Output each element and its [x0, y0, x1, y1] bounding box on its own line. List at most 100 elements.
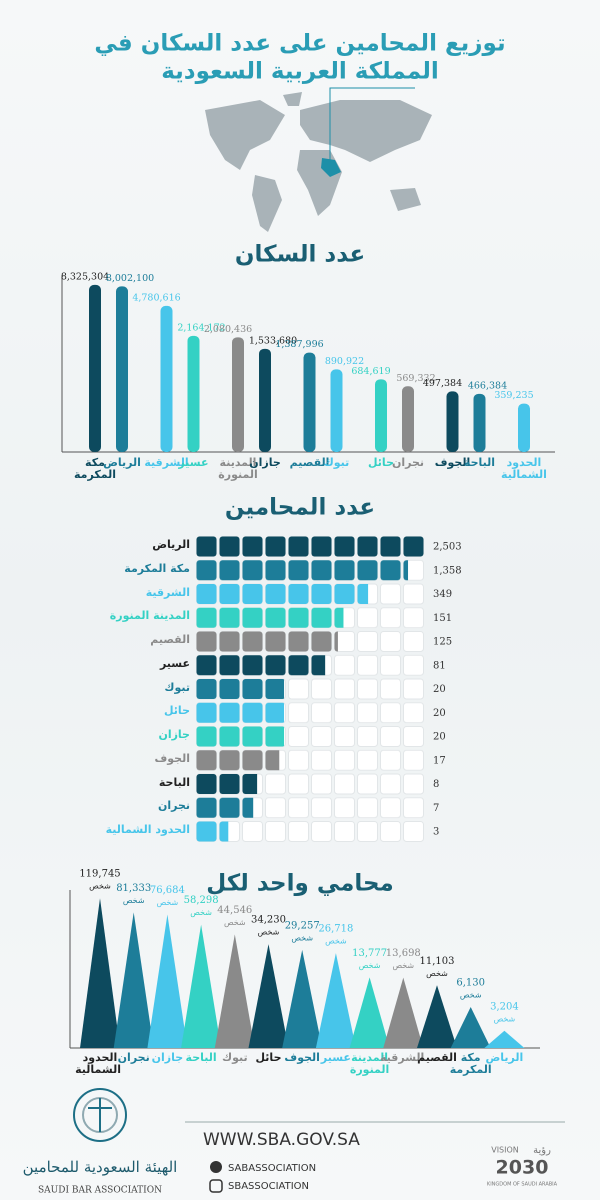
value-label: 1,533,680 [249, 335, 297, 346]
vision-arabic: رؤية [533, 1145, 551, 1156]
instagram-handle[interactable]: SBASSOCIATION [228, 1181, 309, 1192]
chart-title: عدد السكان [235, 242, 365, 268]
value-label: 497,384 [423, 378, 462, 389]
x-tick-label: الرياض [103, 456, 141, 469]
unit-label: شخص [325, 937, 347, 946]
x-tick-label: نجران [117, 1051, 150, 1064]
icon-track [196, 797, 426, 819]
unit-label: شخص [123, 896, 145, 905]
triangle [315, 953, 356, 1048]
triangle [181, 924, 222, 1048]
value-label: 2,503 [433, 542, 462, 553]
value-label: 29,257 [285, 920, 320, 931]
value-label: 349 [433, 589, 452, 600]
value-label: 684,619 [351, 366, 390, 377]
triangle [147, 914, 188, 1048]
unit-label: شخص [460, 991, 482, 1000]
value-label: 44,546 [217, 905, 252, 916]
x-tick-label: المدينة المنورة [218, 456, 258, 482]
value-label: 890,922 [325, 356, 364, 367]
triangle [248, 944, 289, 1048]
value-label: 58,298 [184, 895, 219, 906]
unit-label: شخص [494, 1014, 516, 1023]
unit-label: شخص [291, 933, 313, 942]
x-tick-label: عسير [178, 456, 209, 469]
value-label: 20 [433, 684, 446, 695]
unit-label: شخص [190, 908, 212, 917]
x-tick-label: الجوف [284, 1051, 320, 1064]
x-tick-label: عسير [320, 1051, 351, 1064]
value-label: 76,684 [150, 885, 185, 896]
x-tick-label: تبوك [323, 456, 350, 469]
value-label: 13,777 [352, 948, 387, 959]
bar [187, 335, 200, 452]
value-label: 11,103 [420, 956, 455, 967]
x-tick-label: نجران [391, 456, 425, 469]
y-tick-label: حائل [163, 704, 190, 718]
value-label: 81 [433, 660, 446, 671]
value-label: 569,332 [396, 373, 435, 384]
bar [160, 305, 173, 452]
twitter-handle[interactable]: SABASSOCIATION [228, 1163, 316, 1174]
vision-country: KINGDOM OF SAUDI ARABIA [487, 1182, 558, 1188]
triangle [80, 898, 120, 1048]
icon-bar [196, 821, 229, 842]
bar [259, 348, 271, 452]
icon-bar [196, 678, 285, 700]
triangle [113, 912, 154, 1048]
icon-bar [196, 702, 285, 724]
x-tick-label: الشرقية [379, 1051, 425, 1064]
x-tick-label: جازان [151, 1051, 184, 1064]
bar [89, 284, 101, 452]
y-tick-label: المدينة المنورة [109, 609, 190, 623]
vision-label: VISION [491, 1146, 519, 1155]
value-label: 466,384 [468, 380, 507, 391]
website[interactable]: WWW.SBA.GOV.SA [203, 1130, 360, 1150]
logo-emblem [73, 1088, 127, 1142]
value-label: 81,333 [116, 883, 151, 894]
y-tick-label: الجوف [154, 751, 190, 765]
icon-bar [196, 797, 254, 819]
bar [303, 352, 316, 452]
y-tick-label: جازان [158, 728, 190, 741]
bar [116, 286, 128, 452]
value-label: 8,002,100 [106, 273, 154, 284]
x-tick-label: القصيم [289, 456, 330, 469]
value-label: 20 [433, 732, 446, 743]
saudi-highlight [321, 158, 341, 177]
value-label: 359,235 [494, 390, 533, 401]
x-tick-label: الباحة [463, 456, 496, 469]
value-label: 151 [433, 613, 452, 624]
twitter-icon [210, 1161, 222, 1173]
icon-bar [196, 654, 326, 676]
x-tick-label: تبوك [221, 1051, 248, 1064]
value-label: 20 [433, 708, 446, 719]
vision-year: 2030 [496, 1157, 549, 1179]
triangle [282, 949, 323, 1048]
value-label: 1,358 [433, 565, 462, 576]
value-label: 26,718 [318, 924, 353, 935]
bar [402, 386, 414, 452]
y-tick-label: تبوك [164, 680, 190, 694]
bar [375, 379, 387, 452]
instagram-icon [209, 1179, 223, 1193]
unit-label: شخص [359, 961, 381, 970]
bar [232, 337, 244, 452]
x-tick-label: جازان [249, 456, 281, 469]
logo-english: SAUDI BAR ASSOCIATION [38, 1186, 162, 1196]
y-tick-label: الشرقية [145, 585, 190, 599]
x-tick-label: المدينة المنورة [349, 1051, 390, 1077]
value-label: 8 [433, 779, 439, 790]
icon-bar [196, 726, 285, 747]
unit-label: شخص [392, 961, 414, 970]
value-label: 3,204 [490, 1001, 519, 1012]
bar [518, 403, 530, 452]
y-tick-label: عسير [159, 656, 190, 670]
value-label: 4,780,616 [132, 292, 180, 303]
chart-title: محامي واحد لكل [206, 871, 394, 897]
triangle [349, 977, 390, 1048]
unit-label: شخص [224, 918, 246, 927]
value-label: 2,164,172 [177, 322, 225, 333]
bar [446, 391, 459, 452]
